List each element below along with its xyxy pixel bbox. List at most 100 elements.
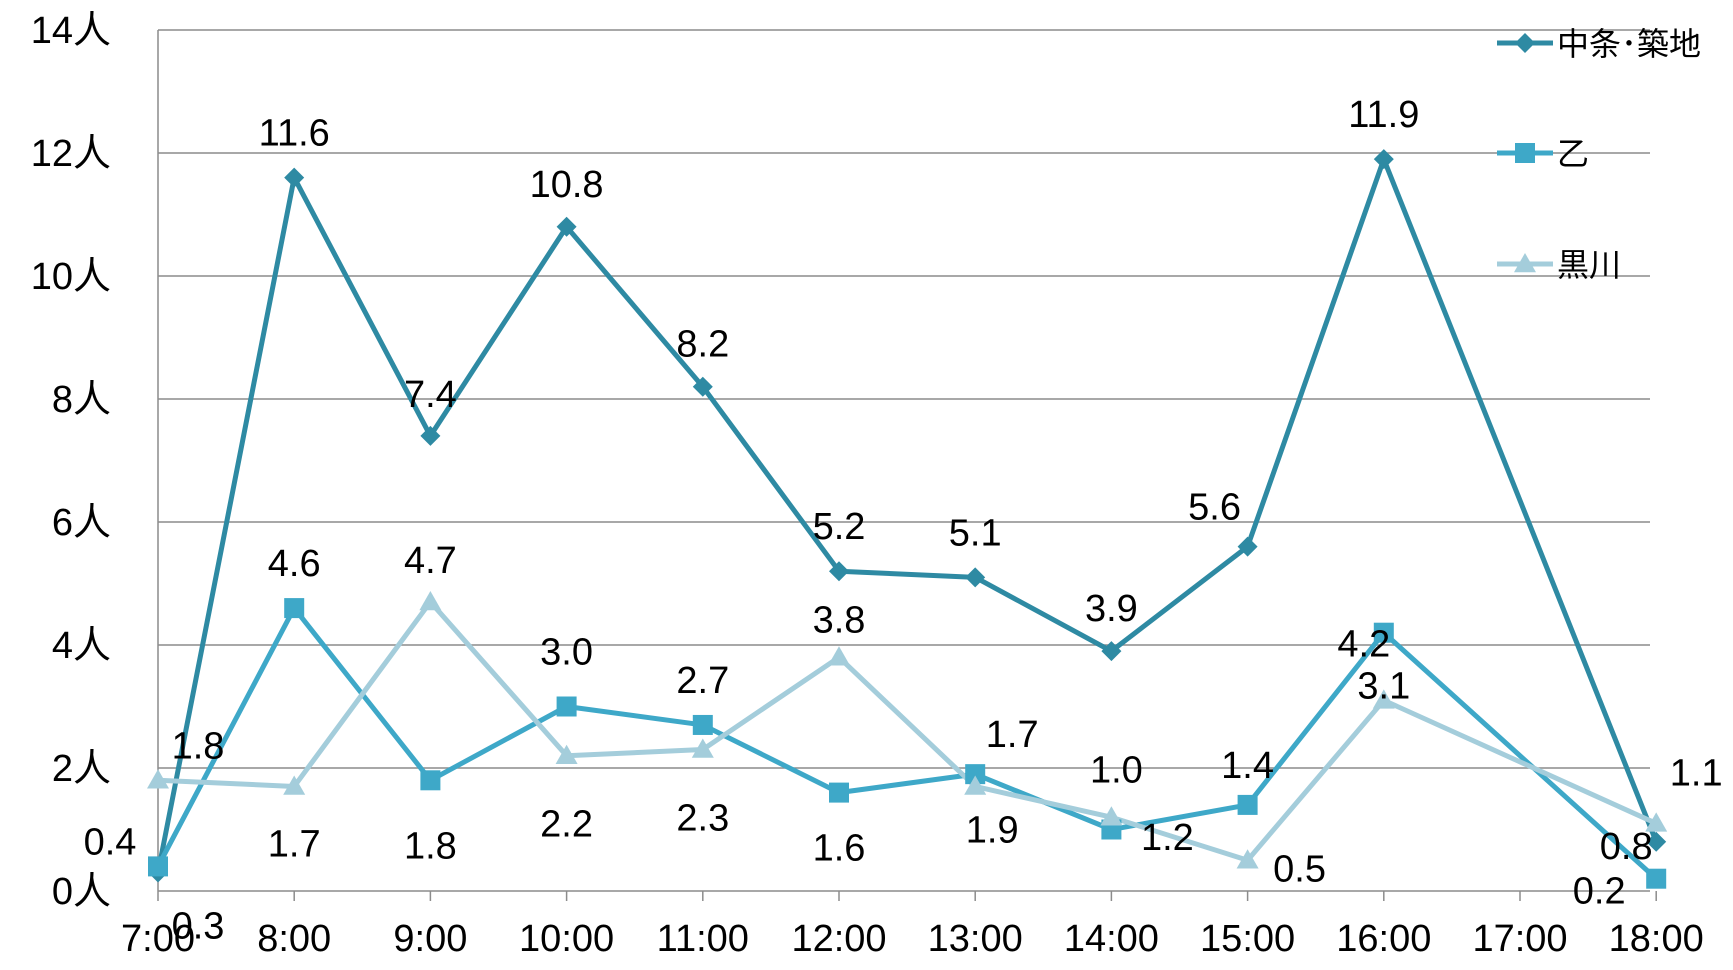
y-tick-label: 14人 xyxy=(31,10,111,52)
data-label: 2.3 xyxy=(676,798,729,840)
marker-triangle xyxy=(1100,806,1123,826)
data-label: 10.8 xyxy=(530,164,604,206)
data-label: 3.0 xyxy=(540,632,593,674)
grid-lines xyxy=(157,29,1657,901)
y-tick-label: 4人 xyxy=(52,625,111,667)
x-tick-label: 11:00 xyxy=(657,918,749,960)
x-tick-label: 18:00 xyxy=(1609,918,1704,960)
series-line xyxy=(155,156,1659,874)
marker-square xyxy=(965,764,986,785)
marker-square xyxy=(1646,868,1667,889)
x-tick-label: 16:00 xyxy=(1336,918,1431,960)
marker-diamond xyxy=(1101,641,1122,662)
marker-triangle xyxy=(1645,812,1668,832)
legend-label: 乙 xyxy=(1557,135,1589,173)
series-markers xyxy=(147,149,1668,889)
data-label: 3.8 xyxy=(813,599,866,641)
data-label: 3.1 xyxy=(1357,665,1410,707)
data-label: 11.9 xyxy=(1348,94,1419,136)
data-label: 1.4 xyxy=(1221,745,1274,787)
legend-label: 黒川 xyxy=(1557,246,1621,284)
x-tick-label: 13:00 xyxy=(928,918,1023,960)
y-tick-label: 8人 xyxy=(52,379,111,421)
data-label: 1.8 xyxy=(172,725,225,767)
data-label: 0.2 xyxy=(1573,871,1626,913)
data-label: 5.6 xyxy=(1188,487,1241,529)
x-tick-label: 7:00 xyxy=(121,918,195,960)
series-line xyxy=(155,605,1658,881)
data-label: 5.1 xyxy=(949,512,1002,554)
marker-square xyxy=(1373,622,1394,643)
y-tick-label: 2人 xyxy=(52,748,111,790)
marker-diamond xyxy=(1237,536,1258,557)
marker-diamond xyxy=(284,167,305,188)
y-tick-label: 12人 xyxy=(31,133,111,175)
data-label: 5.2 xyxy=(813,506,866,548)
data-label: 1.6 xyxy=(813,828,866,870)
data-label: 4.2 xyxy=(1337,624,1390,666)
legend-marker-diamond xyxy=(1515,33,1535,53)
x-tick-label: 14:00 xyxy=(1064,918,1159,960)
marker-triangle xyxy=(419,590,442,611)
marker-diamond xyxy=(829,561,849,582)
data-label: 4.7 xyxy=(404,540,457,582)
data-label: 1.7 xyxy=(268,823,321,865)
data-label: 7.4 xyxy=(404,374,457,416)
marker-square xyxy=(829,782,849,803)
marker-square xyxy=(692,714,713,735)
data-label: 0.3 xyxy=(172,906,225,948)
x-tick-label: 10:00 xyxy=(519,918,614,960)
data-label: 4.6 xyxy=(268,543,321,585)
marker-diamond xyxy=(692,376,713,397)
series-line xyxy=(157,599,1658,863)
marker-square xyxy=(556,696,577,717)
x-tick-label: 9:00 xyxy=(393,918,467,960)
data-label: 1.0 xyxy=(1090,750,1143,792)
marker-triangle xyxy=(283,775,306,795)
marker-diamond xyxy=(1373,149,1394,170)
data-label: 0.4 xyxy=(84,821,137,863)
legend-marker-square xyxy=(1515,143,1535,163)
data-label: 1.9 xyxy=(966,809,1019,851)
marker-square xyxy=(148,856,168,877)
data-label: 1.2 xyxy=(1141,817,1194,859)
marker-diamond xyxy=(965,567,986,588)
data-label: 2.7 xyxy=(676,660,729,702)
marker-triangle xyxy=(964,775,987,795)
data-label: 11.6 xyxy=(259,113,330,155)
marker-triangle xyxy=(147,769,169,789)
marker-square xyxy=(1237,794,1258,815)
data-label: 0.8 xyxy=(1600,826,1653,868)
marker-triangle xyxy=(1372,689,1395,709)
data-label: 1.7 xyxy=(986,714,1039,756)
data-label: 3.9 xyxy=(1085,588,1138,630)
x-tick-label: 8:00 xyxy=(257,918,331,960)
marker-triangle xyxy=(1236,849,1259,869)
marker-diamond xyxy=(420,425,441,446)
data-label: 2.2 xyxy=(540,804,593,846)
y-tick-label: 10人 xyxy=(31,256,111,298)
x-tick-label: 17:00 xyxy=(1472,918,1567,960)
marker-square xyxy=(284,598,305,619)
y-tick-label: 6人 xyxy=(52,502,111,544)
data-label: 1.8 xyxy=(404,825,457,867)
marker-triangle xyxy=(555,744,578,764)
x-tick-label: 15:00 xyxy=(1200,918,1295,960)
y-axis-tick-labels: 0人 2人 4人 6人 8人 10人 12人 14人 xyxy=(31,10,111,913)
marker-triangle xyxy=(828,646,850,666)
marker-diamond xyxy=(556,216,577,237)
data-label: 1.1 xyxy=(1670,752,1723,794)
legend-label: 中条･築地 xyxy=(1557,25,1701,63)
marker-square xyxy=(420,770,441,791)
data-labels: 0.3 11.6 7.4 10.8 8.2 5.2 5.1 3.9 5.6 11.9 0.8 0.4 4… xyxy=(84,94,1723,947)
y-tick-label: 0人 xyxy=(52,871,111,913)
legend-marker-triangle xyxy=(1514,253,1536,273)
x-axis-tick-labels: 7:00 8:00 9:00 10:00 11:00 12:00 13:00 14:00 15:… xyxy=(121,918,1704,960)
x-tick-label: 12:00 xyxy=(791,918,886,960)
marker-triangle xyxy=(691,738,714,758)
marker-diamond xyxy=(1646,831,1667,852)
data-label: 0.5 xyxy=(1273,848,1326,890)
series-lines xyxy=(155,156,1659,881)
